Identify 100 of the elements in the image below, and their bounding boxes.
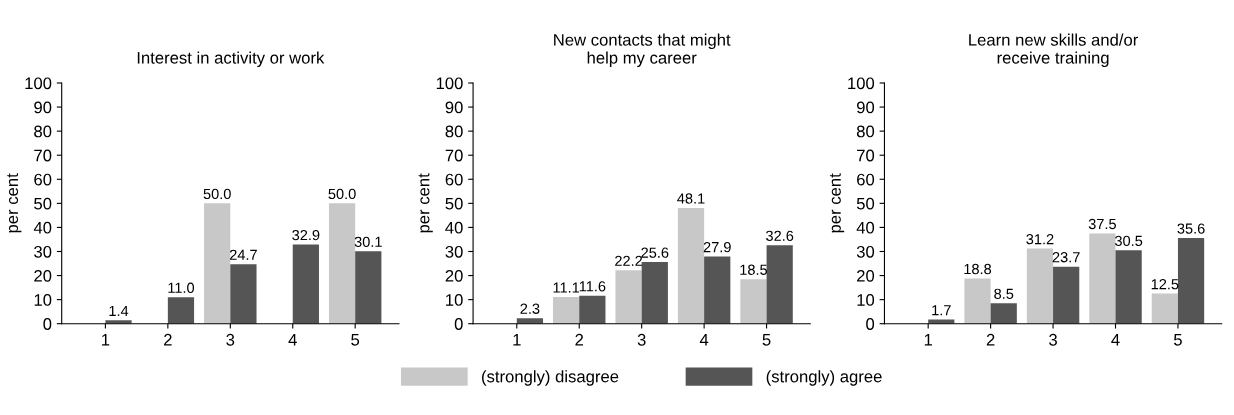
bar [1053,266,1080,324]
data-label: 24.7 [229,249,257,260]
y-tick-label: 60 [857,173,875,186]
data-label: 32.6 [766,230,794,241]
legend-label: (strongly) agree [766,370,882,386]
y-tick-label: 20 [857,269,875,282]
bar [740,279,767,324]
bar [328,203,356,324]
bar [204,203,231,324]
data-label: 30.5 [1114,235,1143,247]
bar [677,207,705,324]
y-tick-label: 90 [856,101,875,114]
y-tick-label: 90 [34,101,52,114]
y-tick-label: 30 [445,245,463,258]
x-tick-label: 5 [1173,334,1182,346]
y-tick-label: 40 [33,221,52,234]
x-tick-label: 5 [762,334,771,346]
data-label: 11.0 [168,282,195,293]
data-label: 31.2 [1026,234,1054,245]
y-tick-label: 0 [454,318,463,330]
x-tick-label: 4 [1111,334,1120,346]
bar [1089,233,1116,324]
data-label: 1.7 [932,305,951,316]
y-tick-label: 70 [445,149,463,162]
y-axis-title: per cent [418,173,433,233]
y-tick-label: 20 [34,269,52,282]
data-label: 11.6 [579,281,606,292]
x-tick-label: 5 [351,334,360,346]
y-tick-label: 40 [856,221,875,234]
x-tick-label: 3 [226,333,235,346]
bar [553,296,580,324]
y-tick-label: 30 [34,245,52,258]
data-label: 35.6 [1177,223,1205,234]
y-tick-label: 60 [34,173,52,186]
y-tick-label: 100 [25,77,52,90]
x-tick-label: 2 [986,333,995,346]
bar [292,244,319,324]
bar [579,295,606,324]
x-tick-label: 1 [102,334,110,346]
y-tick-label: 30 [856,245,875,258]
y-tick-label: 0 [43,318,52,330]
x-tick-label: 3 [637,333,646,346]
data-label: 32.9 [292,229,320,241]
y-tick-label: 20 [445,269,463,282]
x-tick-label: 2 [575,333,584,346]
y-axis-title: per cent [829,173,845,233]
bar [1026,248,1054,324]
bar [1151,293,1178,324]
y-tick-label: 80 [856,125,875,138]
y-tick-label: 50 [445,197,463,210]
y-tick-label: 90 [445,101,463,114]
x-tick-label: 1 [513,334,521,346]
data-label: 27.9 [703,241,731,253]
bar [704,256,731,324]
bar [355,251,382,324]
bar [641,262,668,324]
y-tick-label: 70 [34,149,52,162]
bar [516,318,544,324]
x-tick-label: 2 [164,333,172,346]
bar [105,320,132,324]
x-tick-label: 4 [288,334,297,346]
chart-title: New contacts that might help my career [554,33,731,68]
y-tick-label: 70 [857,149,875,162]
data-label: 18.8 [964,263,992,275]
y-axis-title: per cent [7,173,22,233]
y-tick-label: 10 [857,294,875,306]
y-tick-label: 60 [445,173,463,186]
chart-title: Learn new skills and/or receive training [969,33,1139,68]
bar [990,303,1017,324]
legend-label: (strongly) disagree [482,370,619,386]
y-tick-label: 80 [34,125,52,138]
y-tick-label: 100 [848,77,875,90]
data-label: 22.2 [615,255,643,266]
data-label: 2.3 [520,303,540,314]
y-tick-label: 10 [34,294,52,306]
bar [1177,238,1205,324]
data-label: 48.1 [677,193,705,204]
data-label: 30.1 [354,236,382,247]
x-tick-label: 1 [924,334,932,346]
data-label: 50.0 [203,188,231,200]
x-tick-label: 4 [699,334,709,346]
data-label: 11.1 [553,282,580,293]
y-tick-label: 50 [34,197,52,210]
bar [230,264,257,324]
data-label: 18.5 [740,264,768,275]
bar [167,297,195,324]
bar [615,270,642,324]
data-label: 8.5 [994,288,1014,299]
data-label: 1.4 [109,305,129,316]
y-tick-label: 10 [446,294,463,306]
bar [766,245,793,324]
data-label: 23.7 [1052,252,1080,263]
y-tick-label: 100 [436,77,463,90]
y-tick-label: 0 [866,318,875,330]
y-tick-label: 50 [856,197,875,210]
y-tick-label: 40 [445,221,463,234]
data-label: 37.5 [1088,218,1116,230]
data-label: 50.0 [328,188,356,200]
data-label: 25.6 [641,247,669,258]
bar [964,278,991,324]
